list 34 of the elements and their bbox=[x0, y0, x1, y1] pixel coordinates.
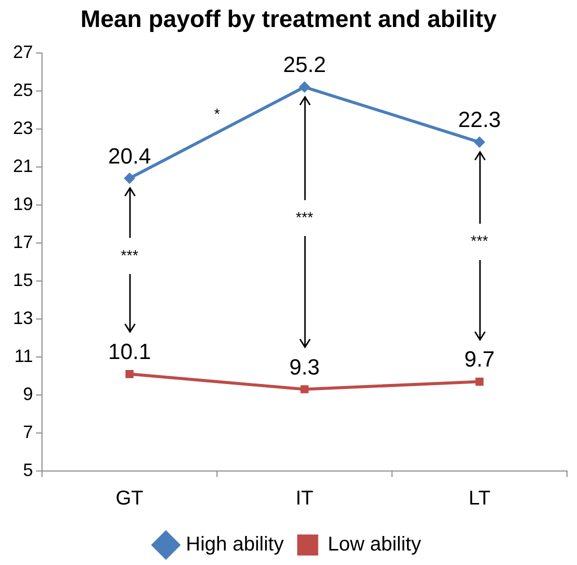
y-tick-label: 7 bbox=[23, 422, 34, 442]
point bbox=[125, 370, 134, 378]
annotation: * bbox=[214, 106, 220, 123]
data-label: 9.7 bbox=[464, 346, 495, 372]
point bbox=[124, 172, 136, 184]
point bbox=[299, 82, 310, 93]
y-tick-label: 5 bbox=[23, 460, 34, 480]
y-tick-label: 25 bbox=[12, 80, 34, 100]
y-tick-label: 15 bbox=[12, 270, 34, 290]
legend-label: Low ability bbox=[328, 534, 422, 556]
data-label: 10.1 bbox=[108, 339, 151, 364]
x-tick-label: IT bbox=[296, 488, 314, 510]
data-label: 9.3 bbox=[289, 354, 320, 380]
data-label: 22.3 bbox=[458, 107, 501, 132]
data-label: 25.2 bbox=[283, 52, 326, 78]
chart-title: Mean payoff by treatment and ability bbox=[80, 6, 498, 34]
annotation: *** bbox=[120, 247, 138, 264]
legend-label: High ability bbox=[186, 534, 284, 556]
y-tick-label: 9 bbox=[23, 384, 34, 404]
y-tick-label: 11 bbox=[14, 346, 34, 366]
point bbox=[474, 136, 486, 148]
x-tick-label: GT bbox=[116, 488, 144, 510]
y-tick-label: 27 bbox=[12, 42, 34, 62]
y-tick-label: 21 bbox=[12, 156, 34, 176]
x-tick-label: LT bbox=[468, 488, 490, 510]
point bbox=[475, 378, 484, 386]
y-tick-label: 13 bbox=[12, 308, 34, 328]
y-tick-label: 23 bbox=[12, 118, 34, 138]
point bbox=[300, 385, 309, 394]
y-tick-label: 19 bbox=[12, 194, 34, 214]
annotation: *** bbox=[470, 233, 488, 250]
y-tick-label: 17 bbox=[12, 232, 34, 252]
annotation: *** bbox=[296, 209, 314, 226]
data-label: 20.4 bbox=[108, 143, 151, 168]
